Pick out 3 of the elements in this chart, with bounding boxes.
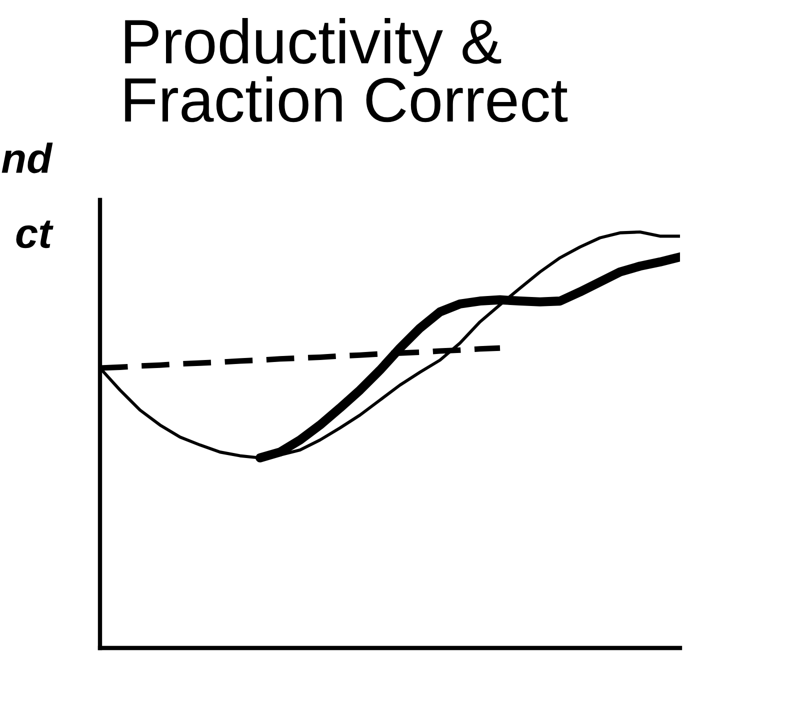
text: ct (16, 220, 54, 248)
chart-title: Productivity & Fraction Correct (125, 18, 568, 122)
text: nd (2, 142, 53, 174)
